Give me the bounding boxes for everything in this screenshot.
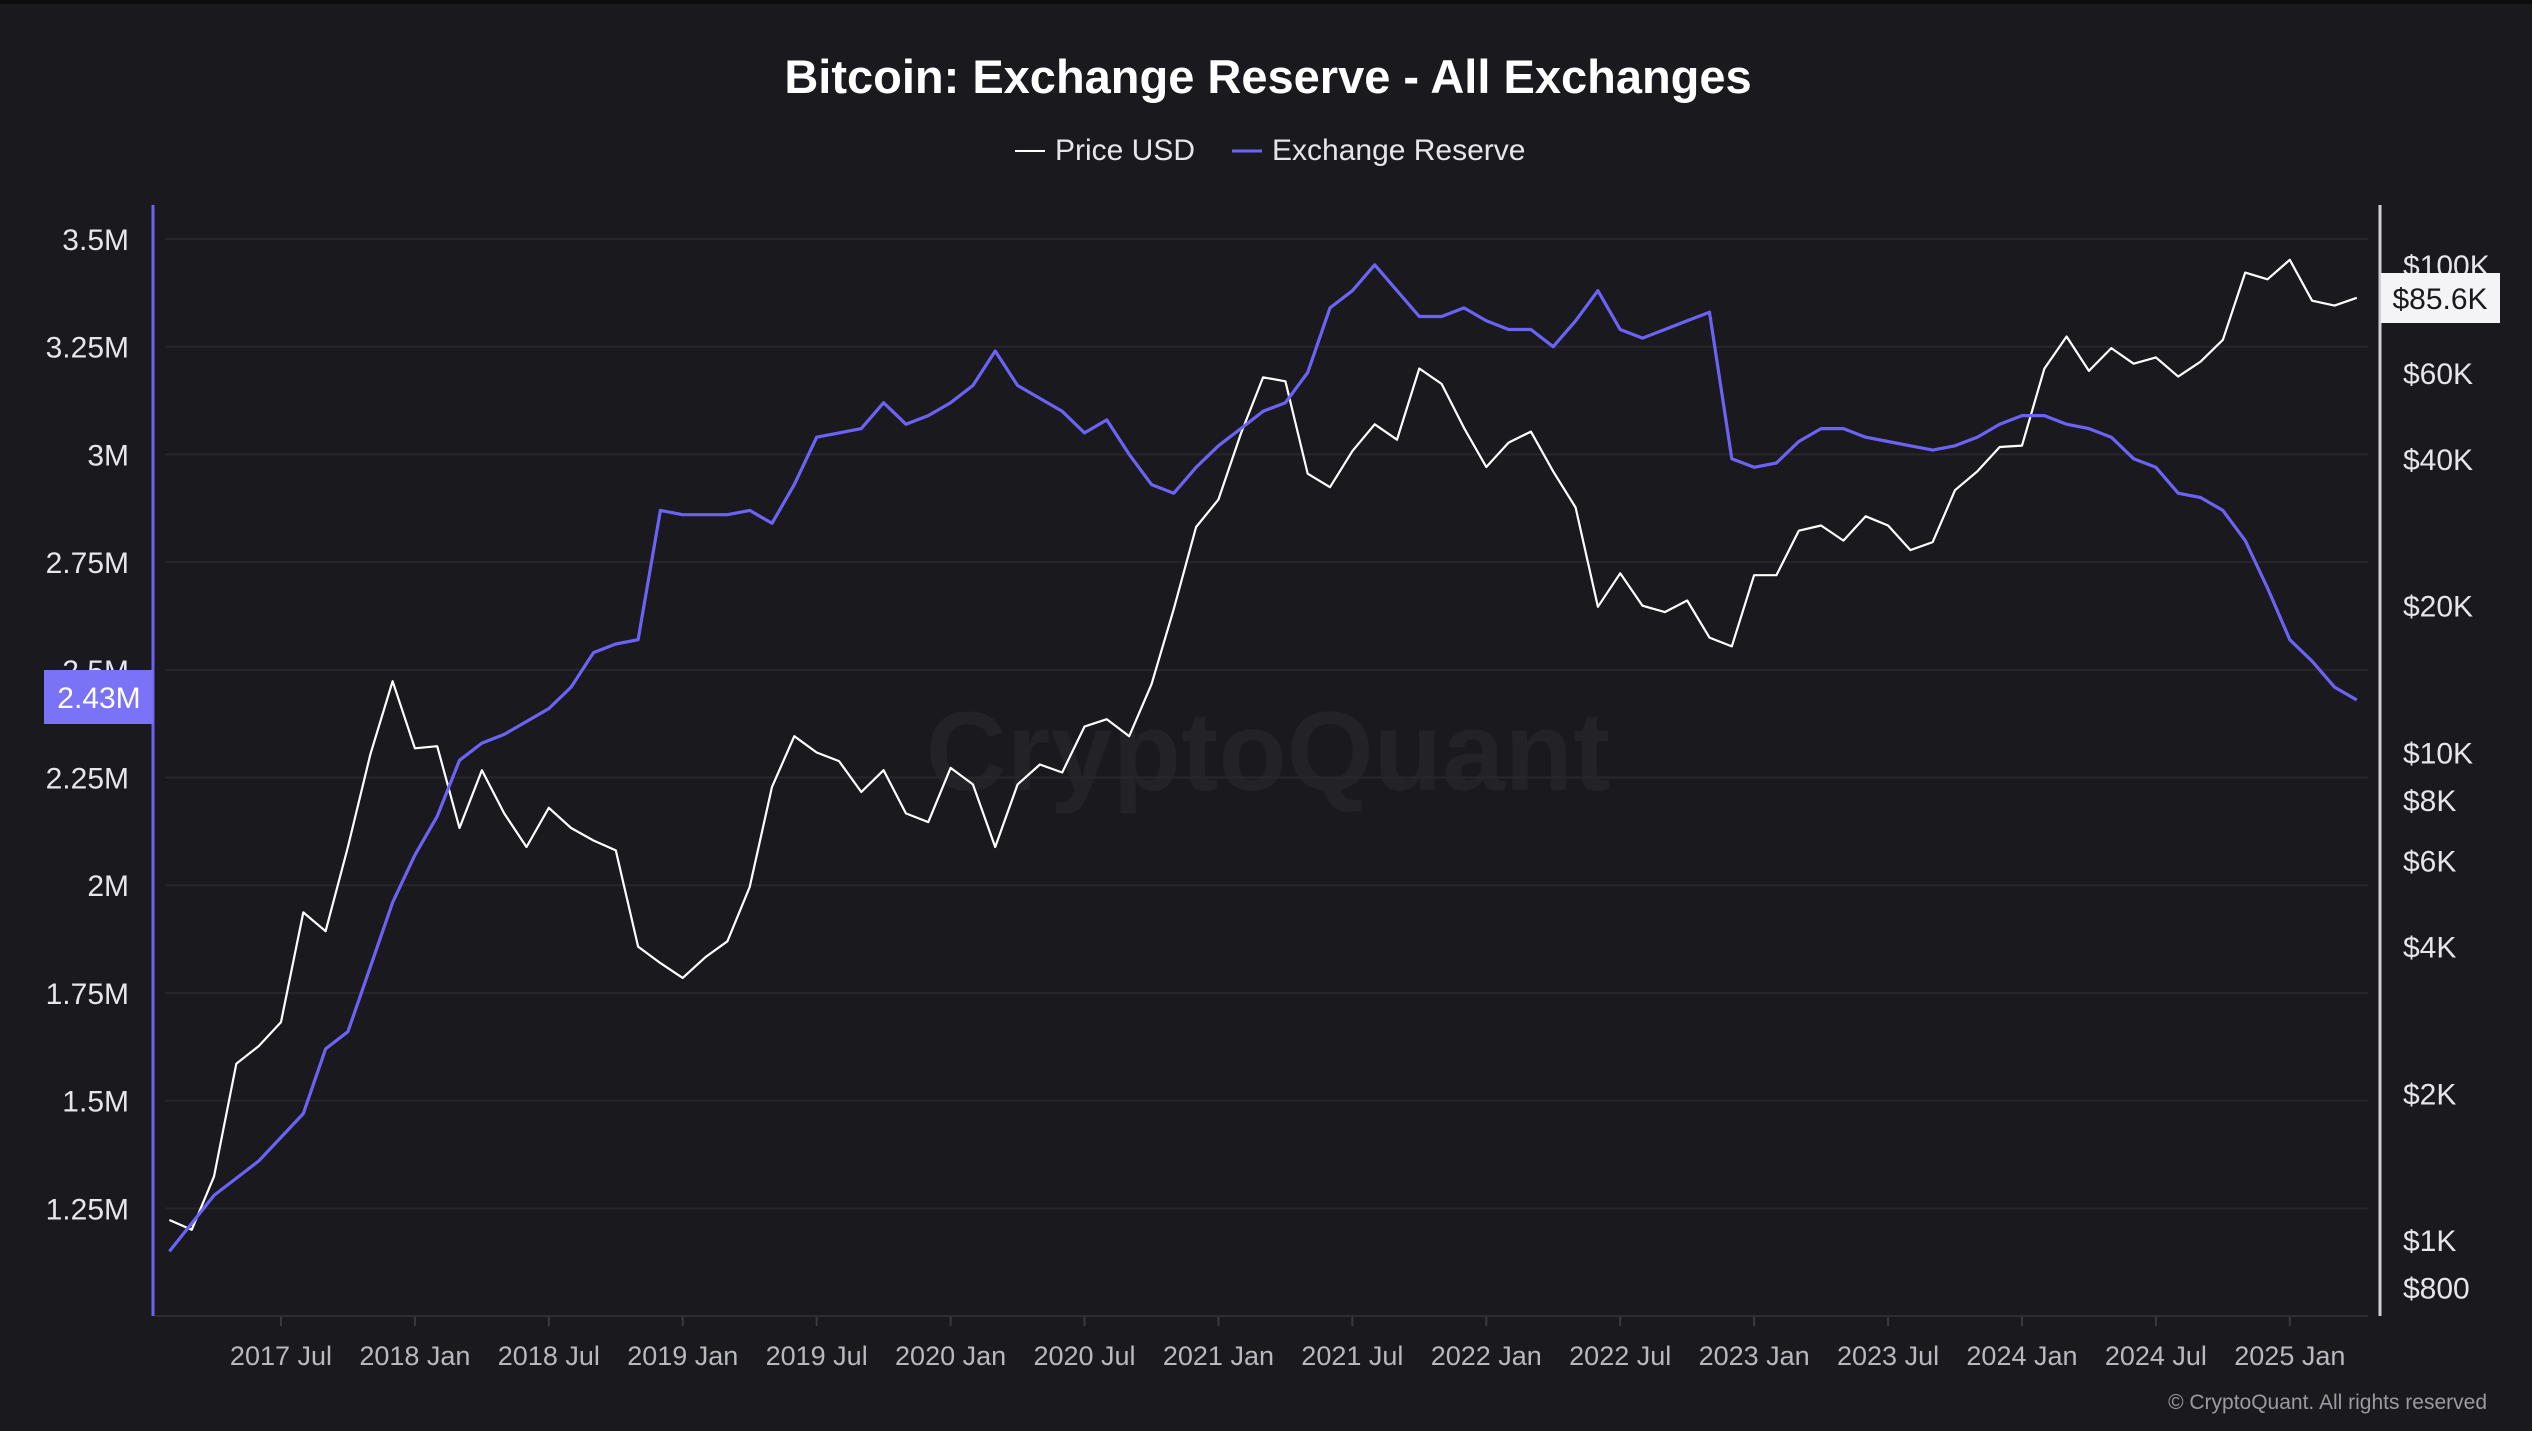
exchange-reserve-line [168,263,2358,1253]
x-tick-label: 2017 Jul [230,1341,332,1371]
left-tick-label: 1.25M [46,1193,129,1226]
right-tick-label: $1K [2403,1225,2456,1258]
left-tick-label: 2M [87,870,129,903]
price-current-label: $85.6K [2392,283,2487,316]
x-tick-label: 2024 Jan [1966,1341,2077,1371]
x-tick-label: 2022 Jul [1569,1341,1671,1371]
x-tick-label: 2023 Jan [1699,1341,1810,1371]
x-tick-label: 2021 Jul [1301,1341,1403,1371]
left-tick-label: 3M [87,439,129,472]
x-tick-label: 2020 Jul [1033,1341,1135,1371]
price-current-badge: $85.6K [2381,273,2500,323]
x-tick-label: 2022 Jan [1431,1341,1542,1371]
left-tick-label: 3.25M [46,332,129,365]
right-tick-label: $60K [2403,358,2473,391]
left-tick-label: 3.5M [62,224,129,257]
right-tick-label: $2K [2403,1078,2456,1111]
chart-title: Bitcoin: Exchange Reserve - All Exchange… [784,50,1751,103]
x-tick-label: 2021 Jan [1163,1341,1274,1371]
legend: Price USD Exchange Reserve [1015,134,1525,167]
price-usd-line [168,258,2358,1231]
x-tick-label: 2020 Jan [895,1341,1006,1371]
gridlines [165,237,2368,1210]
reserve-current-badge: 2.43M [44,670,153,724]
x-tick-label: 2018 Jul [498,1341,600,1371]
right-tick-label: $800 [2403,1272,2470,1305]
right-axis-ticks: $100K$60K$40K$20K$10K$8K$6K$4K$2K$1K$800 [2403,250,2490,1306]
x-tick-label: 2025 Jan [2234,1341,2345,1371]
left-tick-label: 2.25M [46,763,129,796]
top-border [0,0,2532,4]
left-tick-label: 2.75M [46,547,129,580]
x-tick-label: 2019 Jan [627,1341,738,1371]
copyright: © CryptoQuant. All rights reserved [2168,1391,2487,1414]
right-tick-label: $40K [2403,444,2473,477]
right-tick-label: $20K [2403,591,2473,624]
left-tick-label: 1.5M [62,1086,129,1119]
watermark: CryptoQuant [926,689,1610,814]
left-tick-label: 1.75M [46,978,129,1011]
series-layer [168,258,2358,1253]
right-tick-label: $4K [2403,932,2456,965]
x-tick-label: 2018 Jan [359,1341,470,1371]
legend-reserve-label[interactable]: Exchange Reserve [1272,134,1525,167]
right-tick-label: $6K [2403,846,2456,879]
left-axis-ticks: 3.5M3.25M3M2.75M2.5M2.25M2M1.75M1.5M1.25… [46,224,129,1226]
reserve-current-label: 2.43M [57,682,140,715]
x-tick-label: 2024 Jul [2105,1341,2207,1371]
right-tick-label: $8K [2403,785,2456,818]
x-tick-label: 2023 Jul [1837,1341,1939,1371]
x-axis-ticks: 2017 Jul 2018 Jan 2018 Jul 2019 Jan 2019 Jul… [230,1316,2345,1371]
x-tick-label: 2019 Jul [766,1341,868,1371]
right-tick-label: $10K [2403,737,2473,770]
legend-price-label[interactable]: Price USD [1055,134,1195,167]
